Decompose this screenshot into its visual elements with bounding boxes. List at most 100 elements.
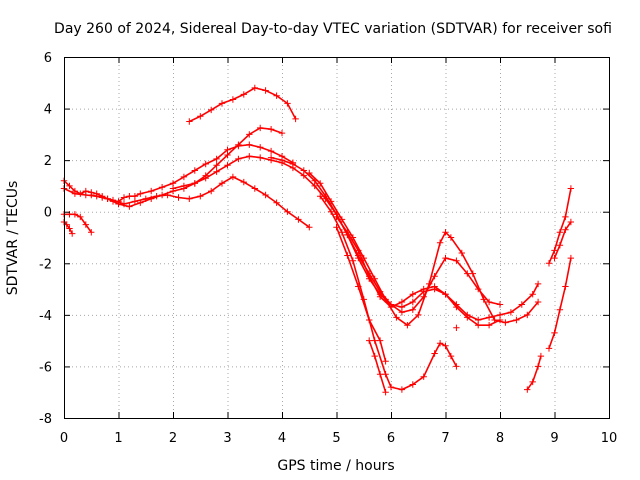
- x-tick-label: 7: [441, 431, 449, 446]
- data-point-marker: [453, 363, 460, 370]
- data-point-marker: [317, 180, 324, 187]
- chart-title: Day 260 of 2024, Sidereal Day-to-day VTE…: [54, 21, 612, 37]
- data-point-marker: [442, 254, 449, 262]
- data-point-marker: [567, 185, 574, 192]
- series-arc-11: [317, 193, 460, 393]
- data-point-marker: [208, 187, 215, 195]
- data-point-marker: [366, 337, 373, 344]
- data-point-marker: [376, 293, 384, 300]
- data-point-marker: [186, 195, 193, 202]
- data-point-marker: [267, 147, 275, 155]
- data-point-marker: [382, 389, 389, 396]
- data-point-marker: [366, 273, 373, 280]
- x-tick-label: 4: [278, 431, 286, 446]
- series-line: [308, 172, 539, 327]
- data-point-marker: [387, 383, 395, 391]
- data-point-marker: [534, 298, 542, 306]
- data-point-marker: [398, 309, 406, 316]
- data-point-marker: [273, 199, 280, 206]
- data-point-marker: [224, 162, 231, 169]
- data-point-marker: [502, 319, 509, 326]
- data-point-marker: [120, 200, 128, 208]
- data-point-marker: [562, 283, 569, 290]
- data-point-marker: [562, 226, 569, 233]
- data-point-marker: [436, 340, 444, 347]
- data-point-marker: [218, 180, 226, 187]
- data-point-marker: [262, 87, 269, 94]
- data-point-marker: [485, 314, 493, 321]
- series-arc-13: [366, 337, 389, 396]
- series-arc-6: [88, 173, 313, 231]
- data-point-marker: [464, 314, 471, 321]
- data-point-marker: [120, 194, 128, 201]
- data-point-marker: [529, 291, 536, 298]
- data-point-marker: [551, 254, 558, 262]
- data-point-marker: [344, 252, 351, 259]
- data-point-marker: [278, 156, 286, 164]
- y-tick-label: 4: [44, 103, 52, 118]
- x-tick-label: 5: [332, 431, 340, 446]
- data-point-marker: [409, 381, 416, 388]
- data-point-marker: [556, 242, 564, 249]
- data-point-marker: [169, 185, 177, 192]
- data-point-marker: [284, 100, 291, 107]
- x-tick-labels: 0 1 2 3 4 5 6 7 8 9 10: [60, 431, 617, 446]
- y-tick-label: 2: [44, 154, 52, 169]
- data-point-marker: [175, 194, 182, 201]
- data-point-marker: [398, 386, 406, 393]
- data-point-marker: [382, 371, 389, 378]
- data-point-marker: [208, 106, 215, 114]
- data-point-marker: [66, 182, 73, 190]
- data-point-marker: [235, 155, 242, 163]
- data-point-marker: [442, 342, 449, 349]
- y-tick-label: -8: [39, 412, 52, 427]
- series-arc-8: [267, 154, 504, 316]
- data-point-marker: [382, 358, 389, 365]
- data-point-marker: [142, 195, 149, 202]
- x-axis-label: GPS time / hours: [277, 458, 394, 474]
- data-point-marker: [88, 229, 95, 236]
- data-point-marker: [436, 239, 444, 246]
- series-line: [63, 143, 294, 203]
- x-tick-label: 6: [387, 431, 395, 446]
- data-point-marker: [469, 270, 476, 277]
- data-point-marker: [398, 298, 406, 306]
- data-point-marker: [137, 190, 144, 197]
- data-point-marker: [496, 316, 504, 324]
- data-point-marker: [458, 249, 465, 257]
- data-point-marker: [126, 203, 133, 210]
- data-point-marker: [267, 126, 275, 133]
- data-point-marker: [442, 291, 449, 298]
- data-point-marker: [447, 234, 455, 241]
- data-point-marker: [404, 322, 411, 329]
- data-point-marker: [567, 254, 574, 262]
- data-point-marker: [537, 352, 545, 360]
- data-point-marker: [317, 193, 324, 200]
- data-point-marker: [77, 213, 84, 221]
- data-point-marker: [524, 386, 531, 393]
- data-point-marker: [431, 350, 438, 357]
- x-tick-label: 1: [114, 431, 122, 446]
- data-point-marker: [273, 92, 280, 99]
- data-point-marker: [82, 191, 89, 199]
- series-line: [335, 216, 501, 326]
- data-point-marker: [366, 316, 373, 324]
- data-point-marker: [327, 208, 335, 215]
- x-tick-label: 8: [496, 431, 504, 446]
- data-point-marker: [496, 301, 504, 308]
- data-point-marker: [480, 296, 487, 303]
- data-series: [60, 84, 574, 396]
- data-point-marker: [251, 185, 258, 192]
- data-point-marker: [371, 275, 378, 282]
- x-tick-label: 0: [60, 431, 68, 446]
- series-arc-12: [333, 224, 389, 365]
- data-point-marker: [513, 316, 520, 324]
- data-point-marker: [66, 225, 73, 232]
- data-point-marker: [197, 113, 204, 120]
- data-point-marker: [376, 337, 384, 344]
- data-point-marker: [371, 352, 378, 360]
- data-point-marker: [257, 124, 264, 132]
- data-point-marker: [251, 84, 258, 92]
- series-line: [368, 340, 387, 393]
- data-point-marker: [246, 131, 253, 138]
